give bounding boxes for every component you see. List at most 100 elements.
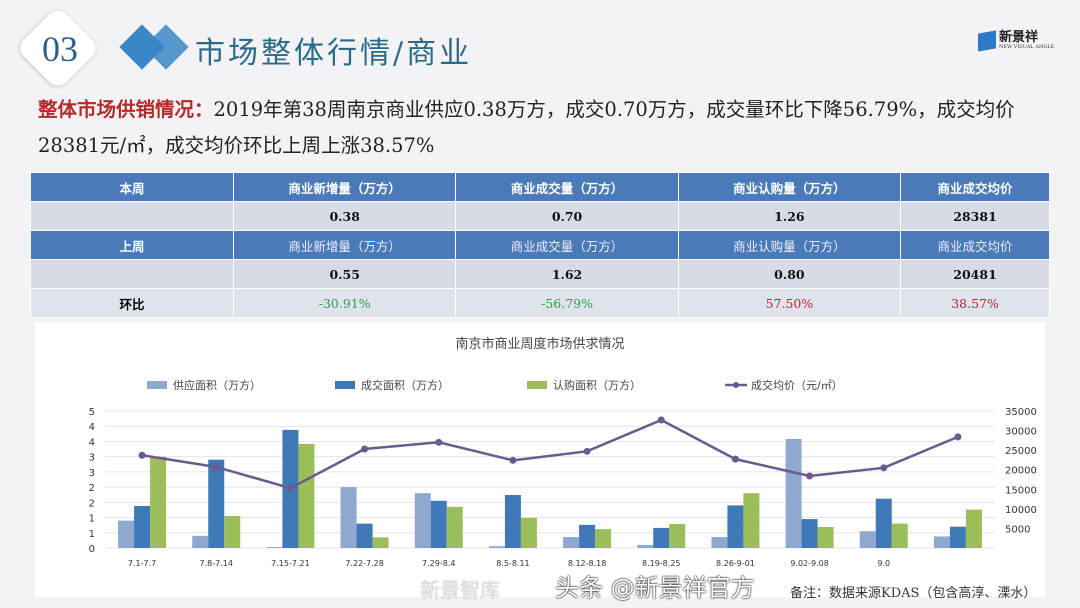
bar [192,535,209,548]
watermark-secondary: 新景智库 [420,578,500,602]
price-line [141,418,959,490]
cell: -30.91% [232,288,457,318]
bar [372,537,389,548]
x-tick-label: 8.12-8.18 [568,559,607,568]
bar [875,498,892,548]
bar [965,509,982,548]
section-number: 03 [42,29,78,69]
bar [669,523,686,548]
price-point [435,438,443,446]
price-point [212,463,220,471]
price-point [361,445,369,453]
legend-swatch [335,381,355,389]
this-week-label: 本周 [30,172,234,202]
legend-label: 供应面积（万方） [173,378,261,392]
left-tick-label: 2 [89,498,95,509]
bar [801,519,818,548]
bar [266,547,283,548]
bar [785,439,802,548]
logo-text: 新景祥 [999,30,1039,45]
cell: 0.70 [455,201,679,231]
bar [637,544,654,548]
left-tick-label: 4 [89,422,95,433]
bar [118,520,135,548]
left-tick-label: 1 [89,529,95,540]
bar [340,487,357,548]
left-tick-label: 1 [89,514,95,525]
right-tick-label: 35000 [1005,407,1037,418]
col-header: 商业认购量（万方） [677,230,902,260]
last-week-label: 上周 [30,230,234,260]
right-tick-label: 5000 [1005,524,1030,535]
right-tick-label: 30000 [1005,427,1037,438]
legend-label: 认购面积（万方） [553,378,641,392]
cell: 1.26 [677,201,902,231]
bar [224,516,241,548]
summary: 整体市场供销情况：2019年第38周南京商业供应0.38万方，成交0.70万方，… [38,92,1058,164]
bar [430,500,447,548]
x-tick-label: 7.8-7.14 [200,559,233,568]
col-header: 商业新增量（万方） [232,172,457,202]
cell: 0.55 [232,259,457,289]
summary-lead: 整体市场供销情况： [38,98,214,121]
left-tick-label: 0 [89,544,95,555]
right-tick-label: 10000 [1005,505,1037,516]
price-point [880,464,888,472]
x-tick-label: 7.22-7.28 [345,559,384,568]
cell: 0.38 [232,201,457,231]
right-tick-label: 20000 [1005,466,1037,477]
cell: -56.79% [455,288,679,318]
legend-swatch [527,381,547,389]
price-point [657,416,665,424]
price-point [509,456,517,464]
x-tick-label: 9.0 [877,559,890,568]
col-header: 商业成交量（万方） [455,230,679,260]
bar [446,506,463,548]
cell [30,201,234,231]
price-point [731,455,739,463]
bar [891,523,908,548]
cell: 1.62 [455,259,679,289]
bar [711,537,728,548]
x-tick-label: 9.02-9.08 [790,559,829,568]
col-header: 商业成交均价 [900,230,1050,260]
bar [150,456,167,548]
col-header: 商业成交均价 [900,172,1050,202]
x-tick-label: 7.1-7.7 [128,559,156,568]
source-note: 备注：数据来源KDAS（包含高淳、溧水） [790,586,1037,601]
chart-title: 南京市商业周度市场供求情况 [455,336,624,352]
bar [817,526,834,548]
x-tick-label: 7.29-8.4 [422,559,455,568]
bar [356,523,373,548]
left-tick-label: 5 [89,407,95,418]
ratio-label: 环比 [30,288,234,318]
x-tick-label: 8.5-8.11 [496,559,529,568]
left-tick-label: 4 [89,437,95,448]
summary-text: 2019年第38周南京商业供应0.38万方，成交0.70万方，成交量环比下降56… [38,98,1015,157]
bar [595,529,612,548]
legend-swatch [147,381,167,389]
bar [563,537,580,548]
bar [504,495,521,548]
cell: 57.50% [677,288,902,318]
logo: 新景祥 NEW VISUAL ANGLE [978,30,1054,52]
legend-marker [733,382,739,388]
chart-panel: 南京市商业周度市场供求情况 供应面积（万方） 成交面积（万方） 认购面积（万方） 成交均… [35,322,1045,597]
bar [579,524,596,548]
bar [298,443,315,548]
cube-icon [978,30,996,52]
price-point [954,433,962,441]
left-tick-label: 3 [89,453,95,464]
watermark: 头条 @新景祥官方 [555,574,755,602]
cell: 28381 [900,201,1050,231]
cell: 0.80 [677,259,902,289]
bar [859,531,876,548]
right-tick-label: 25000 [1005,446,1037,457]
bar [134,505,151,548]
cell: 20481 [900,259,1050,289]
col-header: 商业新增量（万方） [232,230,457,260]
diamond-icon [143,24,189,70]
cell [30,259,234,289]
bar [414,493,431,548]
